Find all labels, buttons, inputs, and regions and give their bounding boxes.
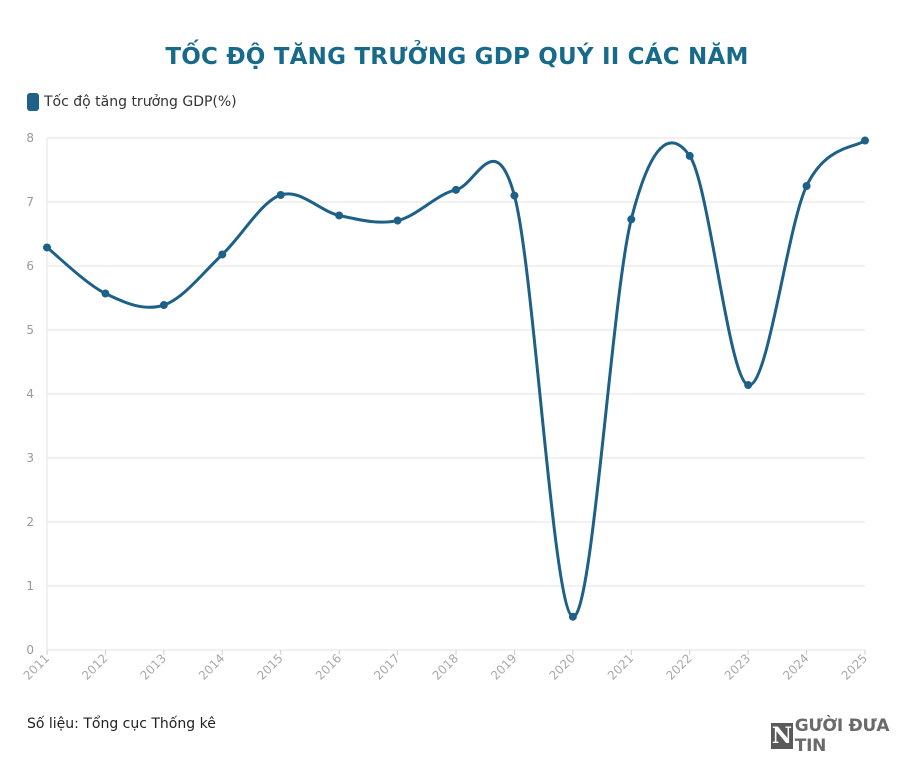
y-tick-label: 1 xyxy=(26,579,34,593)
x-tick-label: 2024 xyxy=(780,651,811,682)
data-point xyxy=(159,301,168,310)
x-tick-label: 2025 xyxy=(839,651,870,682)
y-tick-label: 6 xyxy=(26,259,34,273)
data-point xyxy=(744,381,753,390)
data-point xyxy=(510,191,519,200)
y-tick-label: 8 xyxy=(26,131,34,145)
legend-swatch xyxy=(27,93,39,111)
x-tick-label: 2017 xyxy=(371,651,402,682)
data-point xyxy=(568,612,577,621)
data-point xyxy=(802,182,811,190)
y-tick-label: 0 xyxy=(26,643,34,657)
data-point xyxy=(627,215,636,224)
y-tick-label: 5 xyxy=(26,323,34,337)
x-tick-label: 2015 xyxy=(254,651,285,682)
y-tick-label: 4 xyxy=(26,387,34,401)
data-point xyxy=(685,151,694,160)
data-point xyxy=(452,185,460,194)
x-tick-label: 2023 xyxy=(722,651,753,682)
logo-text: GƯỜI ĐƯA TIN xyxy=(794,716,890,756)
y-tick-label: 2 xyxy=(26,515,34,529)
x-tick-label: 2013 xyxy=(137,651,168,682)
x-tick-label: 2021 xyxy=(605,651,636,682)
publisher-logo: N GƯỜI ĐƯA TIN xyxy=(771,716,914,756)
legend-label: Tốc độ tăng trưởng GDP(%) xyxy=(44,94,237,110)
data-point xyxy=(335,211,344,220)
source-note: Số liệu: Tổng cục Thống kê xyxy=(27,716,216,732)
data-point xyxy=(276,190,285,199)
x-tick-label: 2018 xyxy=(430,651,461,682)
data-point xyxy=(393,216,402,225)
x-tick-label: 2020 xyxy=(546,651,577,682)
chart-title: TỐC ĐỘ TĂNG TRƯỞNG GDP QUÝ II CÁC NĂM xyxy=(165,44,749,70)
data-point xyxy=(101,289,110,298)
series-line xyxy=(45,139,867,619)
y-tick-label: 3 xyxy=(26,451,34,465)
logo-letter: N xyxy=(771,723,793,749)
x-tick-label: 2019 xyxy=(488,651,519,682)
data-point xyxy=(218,250,227,259)
legend[interactable]: Tốc độ tăng trưởng GDP(%) xyxy=(27,93,237,111)
data-point xyxy=(861,136,869,145)
x-tick-label: 2022 xyxy=(663,651,694,682)
y-tick-label: 7 xyxy=(26,195,34,209)
x-tick-label: 2012 xyxy=(79,651,110,682)
x-tick-label: 2016 xyxy=(313,651,344,682)
x-tick-label: 2011 xyxy=(21,651,52,682)
data-point xyxy=(43,243,51,252)
x-tick-label: 2014 xyxy=(196,651,227,682)
